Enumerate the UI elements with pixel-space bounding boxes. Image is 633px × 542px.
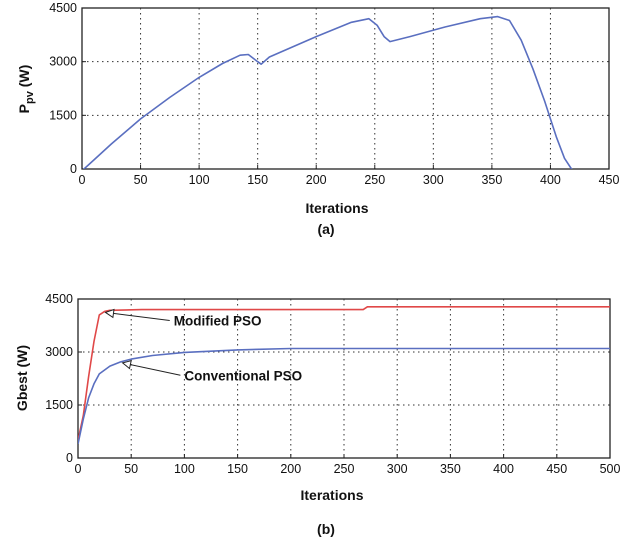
- chart-b-x-ticks: 0 50 100 150 200 250 300 350 400 450 500: [75, 454, 621, 476]
- chart-a-x-tick-label: 0: [79, 173, 86, 187]
- chart-a-x-tick-label: 350: [481, 173, 502, 187]
- annotation-arrow-conventional-pso: [122, 362, 181, 376]
- chart-a-y-ticks: 0 1500 3000 4500: [49, 1, 86, 176]
- chart-b-x-tick-label: 350: [440, 462, 461, 476]
- chart-a-x-tick-label: 200: [306, 173, 327, 187]
- chart-a-x-axis-label: Iterations: [305, 200, 368, 216]
- chart-a-x-tick-label: 150: [247, 173, 268, 187]
- chart-b-caption: (b): [317, 521, 335, 537]
- chart-b-x-tick-label: 250: [334, 462, 355, 476]
- chart-b-x-tick-label: 400: [493, 462, 514, 476]
- chart-a-y-tick-label: 3000: [49, 55, 77, 69]
- chart-b-series: [78, 306, 610, 445]
- chart-b-x-tick-label: 450: [546, 462, 567, 476]
- chart-a-series: [82, 15, 573, 169]
- annotation-label-conventional-pso: Conventional PSO: [184, 368, 302, 383]
- chart-b-y-tick-label: 0: [66, 451, 73, 465]
- chart-b-annotations: Modified PSO Conventional PSO: [104, 308, 302, 383]
- annotation-arrowhead-modified-pso: [104, 308, 115, 319]
- chart-a-y-axis-label: Ppv (W): [16, 65, 36, 114]
- chart-a-frame: [81, 7, 610, 170]
- chart-a: 0 50 100 150 200 250 300 350 400 450 0 1500 3000 450…: [16, 1, 619, 237]
- chart-a-caption: (a): [317, 221, 334, 237]
- chart-a-x-ticks: 0 50 100 150 200 250 300 350 400 450: [79, 165, 620, 187]
- chart-a-y-tick-label: 0: [70, 162, 77, 176]
- chart-b-x-tick-label: 300: [387, 462, 408, 476]
- annotation-arrow-modified-pso: [105, 311, 170, 321]
- chart-b-x-tick-label: 200: [280, 462, 301, 476]
- chart-a-grid: [82, 8, 609, 169]
- chart-b-x-tick-label: 50: [124, 462, 138, 476]
- chart-a-line-series-0: [82, 15, 573, 169]
- chart-b-x-axis-label: Iterations: [300, 487, 363, 503]
- chart-b-line-conventional-pso: [78, 347, 610, 445]
- chart-a-x-tick-label: 450: [599, 173, 620, 187]
- chart-a-x-tick-label: 50: [134, 173, 148, 187]
- chart-a-x-tick-label: 250: [364, 173, 385, 187]
- chart-a-x-tick-label: 400: [540, 173, 561, 187]
- chart-b-x-tick-label: 100: [174, 462, 195, 476]
- chart-b-x-tick-label: 0: [75, 462, 82, 476]
- chart-a-x-tick-label: 100: [189, 173, 210, 187]
- chart-b: 0 50 100 150 200 250 300 350 400 450 500 0 1500 3000…: [14, 292, 620, 537]
- annotation-label-modified-pso: Modified PSO: [174, 314, 262, 329]
- chart-b-x-tick-label: 150: [227, 462, 248, 476]
- chart-a-y-tick-label: 1500: [49, 108, 77, 122]
- annotation-arrowhead-conventional-pso: [121, 360, 132, 370]
- chart-b-y-tick-label: 1500: [45, 398, 73, 412]
- chart-b-line-modified-pso: [78, 306, 610, 441]
- chart-b-y-ticks: 0 1500 3000 4500: [45, 292, 82, 465]
- chart-b-y-tick-label: 3000: [45, 345, 73, 359]
- chart-b-y-axis-label: Gbest (W): [14, 345, 30, 411]
- chart-b-y-tick-label: 4500: [45, 292, 73, 306]
- chart-a-x-tick-label: 300: [423, 173, 444, 187]
- chart-b-x-tick-label: 500: [600, 462, 621, 476]
- chart-b-grid: [78, 299, 610, 458]
- chart-a-y-tick-label: 4500: [49, 1, 77, 15]
